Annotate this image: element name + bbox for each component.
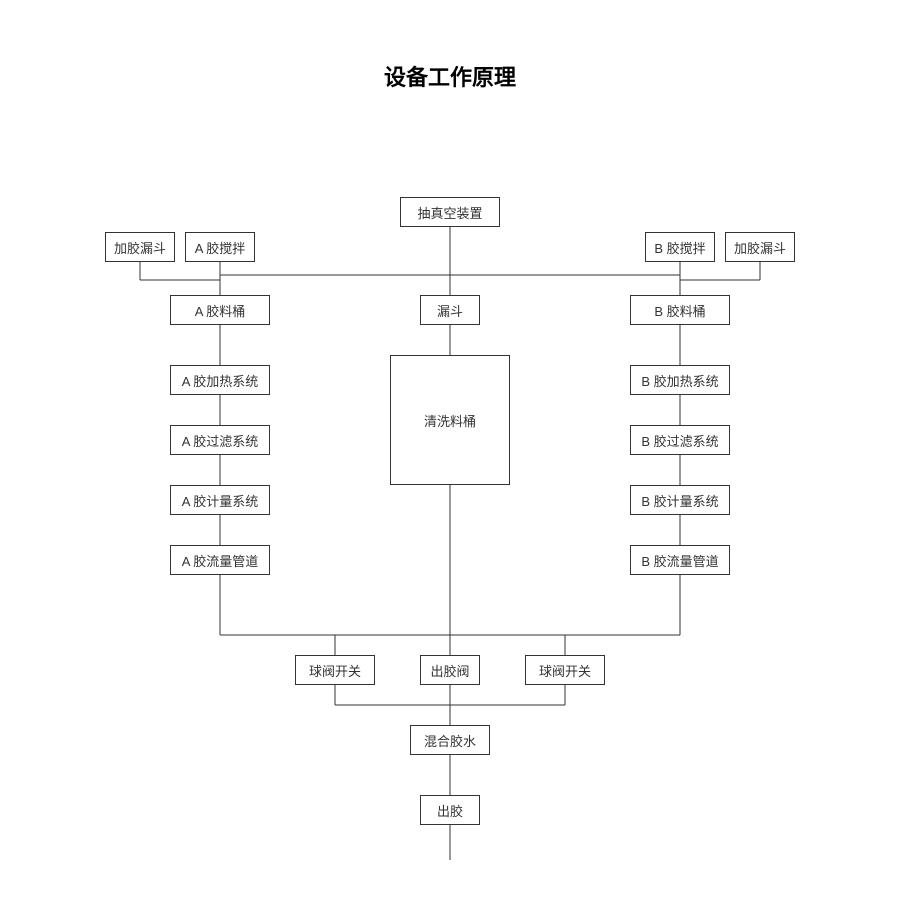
node-funnel: 漏斗 [420, 295, 480, 325]
node-a_flow: A 胶流量管道 [170, 545, 270, 575]
diagram-title: 设备工作原理 [0, 60, 900, 92]
node-a_funnel: 加胶漏斗 [105, 232, 175, 262]
node-a_tank: A 胶料桶 [170, 295, 270, 325]
node-mix_glue: 混合胶水 [410, 725, 490, 755]
node-a_meter: A 胶计量系统 [170, 485, 270, 515]
node-output: 出胶 [420, 795, 480, 825]
node-out_valve: 出胶阀 [420, 655, 480, 685]
node-valve_l: 球阀开关 [295, 655, 375, 685]
node-a_heat: A 胶加热系统 [170, 365, 270, 395]
node-b_flow: B 胶流量管道 [630, 545, 730, 575]
node-b_heat: B 胶加热系统 [630, 365, 730, 395]
node-b_meter: B 胶计量系统 [630, 485, 730, 515]
node-a_mix: A 胶搅拌 [185, 232, 255, 262]
node-vacuum: 抽真空装置 [400, 197, 500, 227]
node-b_filter: B 胶过滤系统 [630, 425, 730, 455]
node-a_filter: A 胶过滤系统 [170, 425, 270, 455]
node-clean: 清洗料桶 [390, 355, 510, 485]
node-b_tank: B 胶料桶 [630, 295, 730, 325]
node-b_mix: B 胶搅拌 [645, 232, 715, 262]
node-b_funnel: 加胶漏斗 [725, 232, 795, 262]
node-valve_r: 球阀开关 [525, 655, 605, 685]
